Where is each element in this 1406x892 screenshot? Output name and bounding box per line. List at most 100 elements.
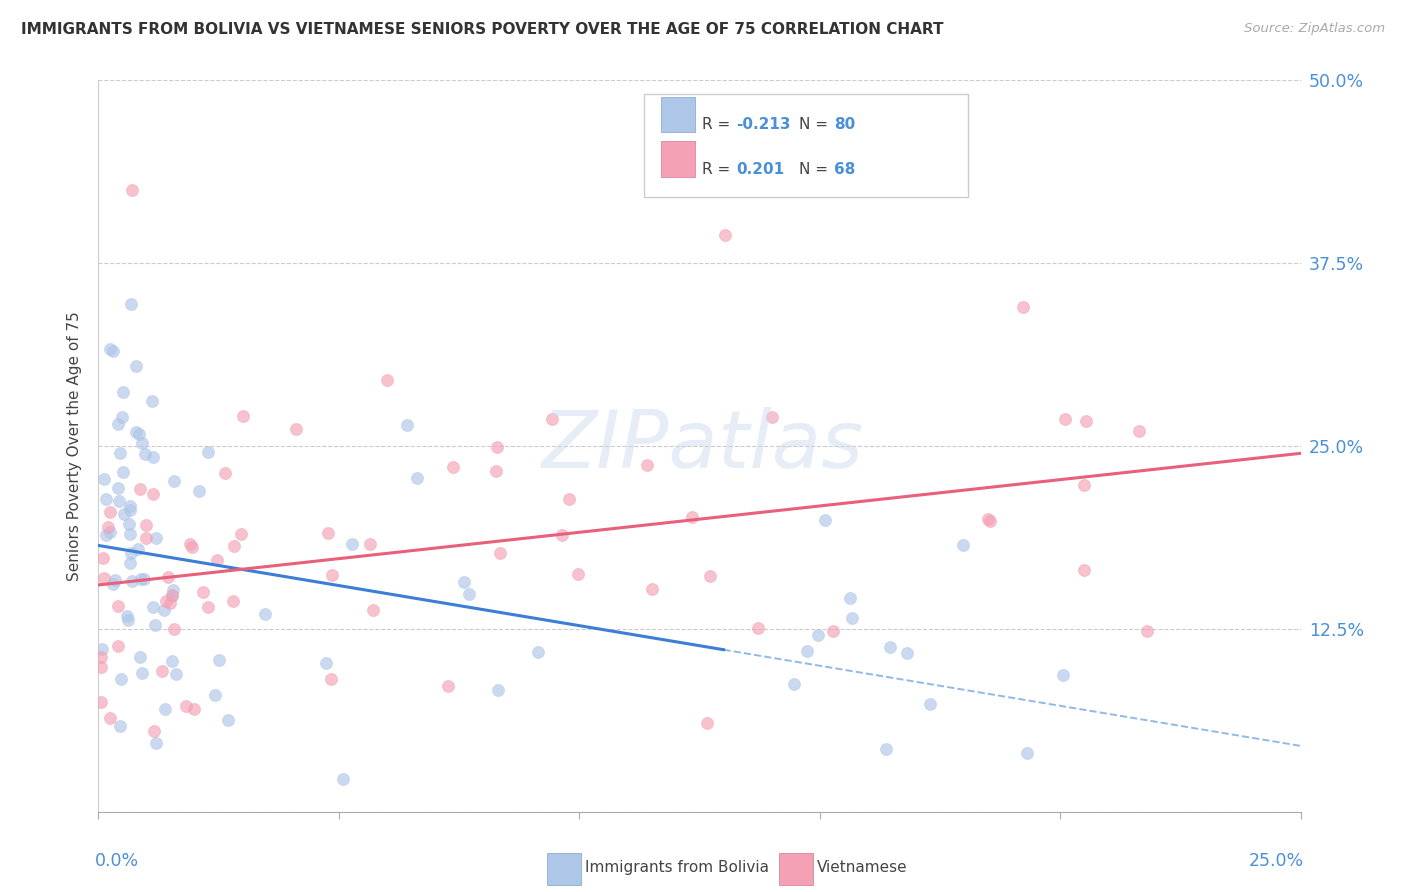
Point [761,409,783,424]
Point [110,446,132,460]
Y-axis label: Seniors Poverty Over the Age of 75: Seniors Poverty Over the Age of 75 [67,311,83,581]
Point [437,679,460,693]
Point [1073,563,1095,577]
Point [214,466,236,480]
Point [224,539,246,553]
Point [232,409,254,423]
Point [143,617,166,632]
Point [217,713,239,727]
Point [406,471,429,485]
Point [979,514,1001,528]
Point [156,570,179,584]
Point [489,545,512,559]
Point [107,481,129,495]
Point [485,440,508,454]
Point [108,494,131,508]
Point [484,464,506,478]
Point [174,699,197,714]
Point [841,611,863,625]
Point [94,528,117,542]
Point [145,736,167,750]
Point [197,600,219,615]
Point [179,537,201,551]
Point [120,503,142,517]
Text: ZIPatlas: ZIPatlas [541,407,865,485]
Point [796,644,818,658]
Text: -0.213: -0.213 [735,117,790,132]
Point [1017,746,1039,760]
Point [821,624,844,638]
Point [183,702,205,716]
Point [316,525,339,540]
Point [696,716,718,731]
Point [111,465,134,479]
Point [1073,477,1095,491]
Point [181,540,204,554]
Point [127,541,149,556]
Point [125,359,148,373]
Point [134,447,156,461]
Point [453,575,475,590]
Point [101,343,124,358]
Point [111,409,134,424]
Point [153,702,176,716]
Point [162,654,184,668]
Point [977,512,1000,526]
Point [145,531,167,545]
Point [204,688,226,702]
Point [118,517,141,532]
Point [838,591,860,606]
Point [108,719,131,733]
Point [1052,667,1074,681]
Point [131,436,153,450]
Point [284,422,307,436]
Point [747,621,769,635]
Point [135,531,157,545]
Point [107,599,129,613]
Point [160,589,183,603]
Point [93,472,115,486]
Point [197,444,219,458]
Point [1054,411,1077,425]
Point [120,546,142,560]
Text: Immigrants from Bolivia: Immigrants from Bolivia [585,861,769,875]
Text: R =: R = [702,161,735,177]
Point [90,660,112,674]
Point [332,772,354,786]
Point [896,646,918,660]
Text: IMMIGRANTS FROM BOLIVIA VS VIETNAMESE SENIORS POVERTY OVER THE AGE OF 75 CORRELA: IMMIGRANTS FROM BOLIVIA VS VIETNAMESE SE… [21,22,943,37]
Point [231,527,253,541]
Point [128,427,150,442]
Point [163,622,186,636]
Point [163,475,186,489]
Point [315,656,337,670]
Point [783,677,806,691]
Text: N =: N = [799,117,832,132]
Point [91,642,114,657]
Text: Vietnamese: Vietnamese [817,861,907,875]
Point [118,499,141,513]
Point [129,572,152,586]
Point [142,487,165,501]
Point [115,608,138,623]
Point [814,513,837,527]
Point [117,613,139,627]
Point [132,572,155,586]
Point [165,666,187,681]
Point [188,484,211,499]
Point [128,649,150,664]
Point [153,603,176,617]
Point [135,517,157,532]
Point [321,567,343,582]
Point [319,672,342,686]
Point [1011,300,1033,314]
Text: Source: ZipAtlas.com: Source: ZipAtlas.com [1244,22,1385,36]
Point [162,582,184,597]
Point [222,593,245,607]
Text: 25.0%: 25.0% [1249,852,1305,870]
Point [1136,624,1159,638]
Point [120,297,142,311]
Point [131,666,153,681]
Point [920,698,942,712]
Point [121,574,143,588]
